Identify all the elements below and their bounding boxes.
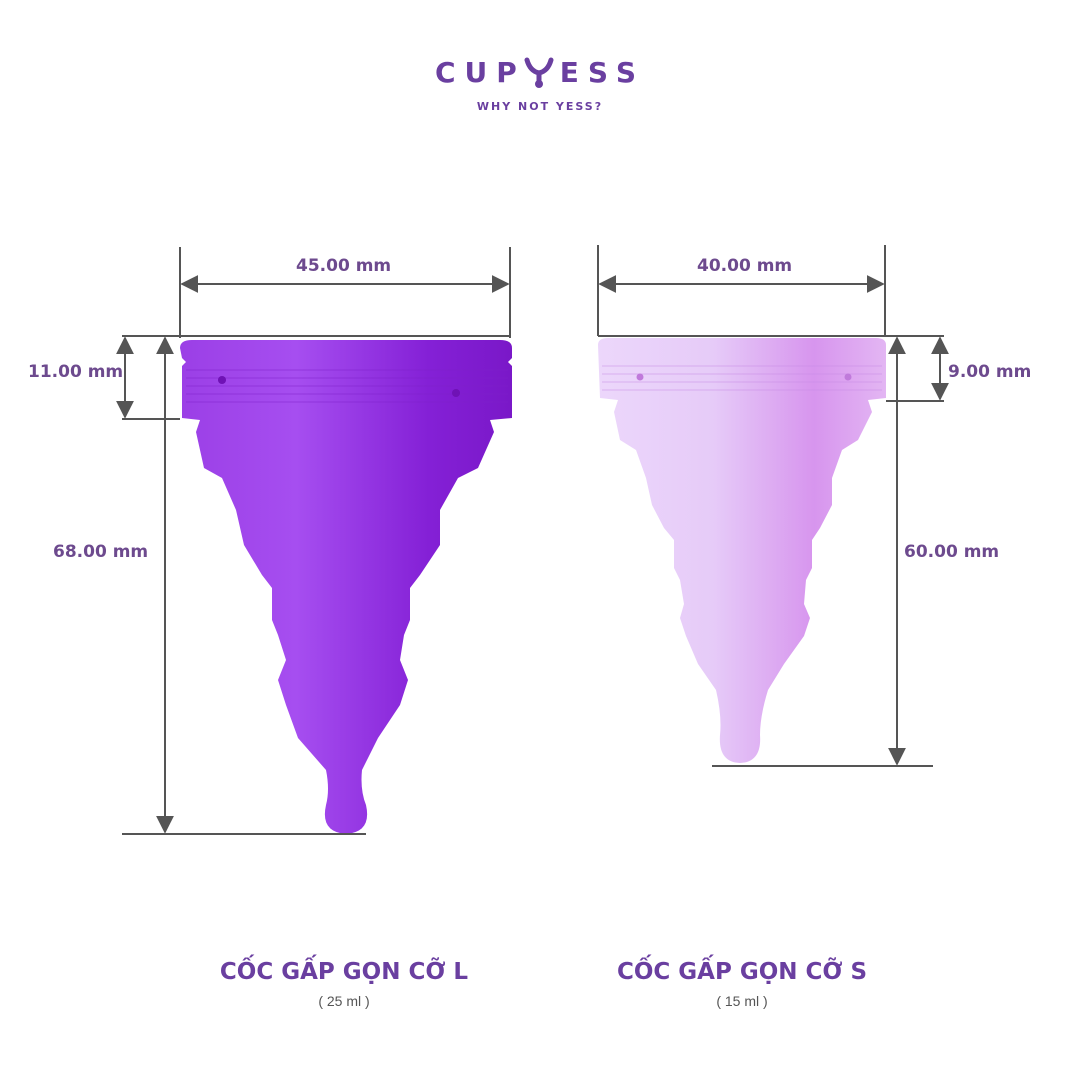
volume-small: ( 15 ml )	[716, 993, 768, 1009]
brand-name-right: ESS	[559, 56, 645, 89]
width-label-large: 45.00 mm	[296, 256, 392, 276]
height-label-large: 68.00 mm	[53, 542, 149, 562]
y-drop-icon	[524, 57, 554, 88]
brand-name: CUP ESS	[435, 56, 645, 89]
brand-tagline: WHY NOT YESS?	[476, 100, 604, 113]
rim-label-small: 9.00 mm	[948, 362, 1032, 382]
brand-name-left: CUP	[434, 56, 526, 89]
caption-large: CỐC GẤP GỌN CỠ L	[219, 959, 469, 985]
width-label-small: 40.00 mm	[697, 256, 793, 276]
rim-label-large: 11.00 mm	[28, 362, 124, 382]
cup-small	[598, 338, 886, 763]
height-label-small: 60.00 mm	[904, 542, 1000, 562]
dimension-lines-small	[597, 245, 949, 767]
dimension-lines-large	[116, 247, 511, 835]
cup-large	[180, 340, 512, 834]
brand-logo: CUP ESS	[0, 56, 1080, 89]
volume-large: ( 25 ml )	[318, 993, 370, 1009]
caption-small: CỐC GẤP GỌN CỠ S	[616, 959, 868, 985]
